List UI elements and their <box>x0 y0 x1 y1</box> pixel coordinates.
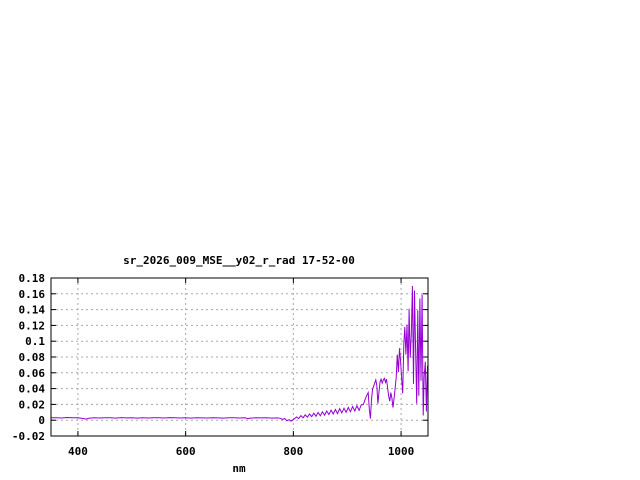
y-tick-label: 0.12 <box>19 319 46 332</box>
data-series-line <box>51 285 428 422</box>
x-tick-label: 600 <box>176 445 196 458</box>
y-tick-label: -0.02 <box>12 430 45 443</box>
y-tick-label: 0.02 <box>19 398 46 411</box>
y-tick-label: 0.08 <box>19 351 46 364</box>
y-tick-label: 0.06 <box>19 367 46 380</box>
y-tick-label: 0.16 <box>19 288 46 301</box>
y-tick-label: 0.14 <box>19 304 46 317</box>
y-tick-label: 0 <box>38 414 45 427</box>
y-tick-label: 0.04 <box>19 383 46 396</box>
y-tick-label: 0.18 <box>19 272 46 285</box>
x-tick-label: 800 <box>283 445 303 458</box>
y-tick-label: 0.1 <box>25 335 45 348</box>
x-tick-label: 1000 <box>388 445 415 458</box>
plot-border <box>50 277 429 437</box>
chart-title: sr_2026_009_MSE__y02_r_rad 17-52-00 <box>123 254 355 267</box>
x-axis-label: nm <box>232 462 246 475</box>
x-tick-label: 400 <box>68 445 88 458</box>
